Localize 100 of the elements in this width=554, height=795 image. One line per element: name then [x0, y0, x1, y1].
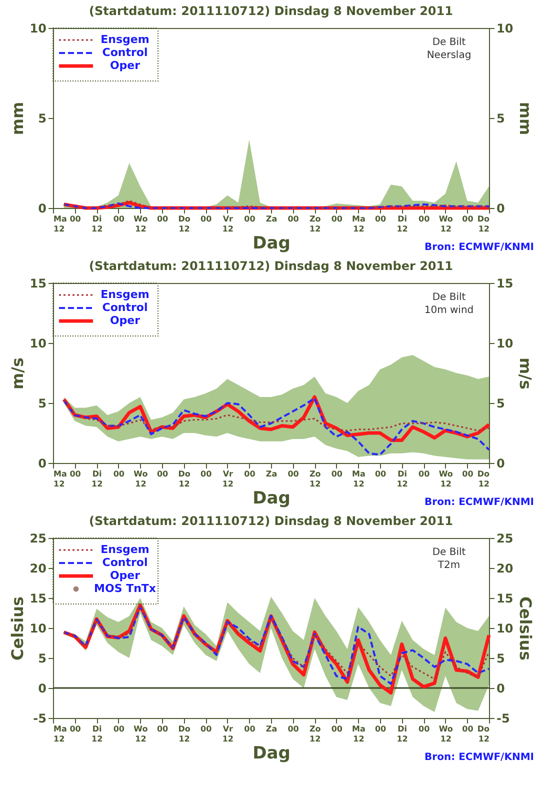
x-tick-label: 00: [374, 724, 386, 734]
x-tick-label: 00: [374, 214, 386, 224]
y2-axis-title: m/s: [516, 357, 536, 390]
annotation: De Bilt: [432, 37, 466, 48]
x-tick-label: 00: [462, 724, 474, 734]
x-tick-label: Za: [266, 724, 278, 734]
y2-axis-title: Celsius: [516, 596, 536, 660]
annotation: De Bilt: [432, 547, 466, 558]
y-axis-title: mm: [8, 102, 27, 136]
x-tick-label: Do 12: [477, 724, 490, 744]
x-tick-label: 00: [374, 470, 386, 478]
y-tick-label: 5: [38, 652, 46, 666]
legend-label: MOS TnTx: [94, 582, 156, 595]
chart-title: (Startdatum: 2011110712) Dinsdag 8 November 2011: [89, 514, 453, 528]
annotation: 10m wind: [424, 305, 474, 316]
x-tick-label: Di 12: [396, 214, 408, 234]
y-tick-label: -5: [33, 712, 46, 726]
y-tick-label: 5: [38, 112, 46, 126]
x-tick-label: Wo 12: [438, 214, 454, 234]
y-axis-title: m/s: [8, 357, 27, 390]
x-axis-title: Dag: [252, 744, 290, 764]
text: Bron: ECMWF/KNMI: [424, 497, 534, 508]
y2-tick-label: 15: [496, 276, 514, 290]
legend-label: Ensgem: [100, 288, 150, 301]
x-tick-label: 00: [331, 724, 343, 734]
x-tick-label: 00: [200, 724, 212, 734]
x-tick-label: 00: [244, 214, 256, 224]
x-tick-label: Zo 12: [309, 724, 322, 744]
x-axis-title: Dag: [252, 234, 290, 254]
y2-tick-label: 0: [496, 682, 505, 696]
y-tick-label: 0: [38, 682, 46, 696]
legend-label: Oper: [110, 59, 141, 72]
x-tick-label: 00: [113, 214, 125, 224]
x-tick-label: 00: [244, 724, 256, 734]
x-tick-label: Zo 12: [309, 214, 322, 234]
y-tick-label: 10: [30, 22, 46, 36]
y-tick-label: 5: [38, 396, 46, 410]
x-tick-label: Wo 12: [438, 470, 454, 488]
x-tick-label: Ma 12: [352, 214, 366, 234]
x-tick-label: 00: [156, 214, 168, 224]
legend-label: Oper: [110, 569, 141, 582]
line-series: [63, 400, 490, 432]
legend-label: Control: [102, 556, 148, 569]
x-tick-label: 00: [70, 214, 82, 224]
y2-tick-label: 0: [496, 202, 505, 216]
x-tick-label: Ma 12: [54, 214, 67, 234]
legend-label: Control: [102, 301, 148, 314]
x-tick-label: Do 12: [477, 214, 490, 234]
y-tick-label: 15: [30, 592, 46, 606]
x-tick-label: 00: [200, 214, 212, 224]
x-tick-label: 00: [70, 724, 82, 734]
y2-tick-label: 5: [496, 112, 505, 126]
x-tick-label: 00: [288, 214, 300, 224]
x-tick-label: Wo 12: [134, 214, 148, 234]
x-tick-label: 00: [113, 470, 125, 478]
y-tick-label: 10: [30, 336, 46, 350]
text: Bron: ECMWF/KNMI: [424, 752, 534, 763]
x-tick-label: Wo 12: [134, 470, 148, 488]
annotation: De Bilt: [432, 292, 466, 303]
y2-tick-label: 10: [496, 336, 514, 350]
x-tick-label: Ma 12: [54, 724, 67, 744]
y-tick-label: 0: [38, 456, 46, 470]
x-tick-label: 00: [331, 470, 343, 478]
x-tick-label: Za: [266, 214, 278, 224]
y-axis-title: Celsius: [8, 596, 27, 660]
y2-tick-label: 5: [496, 396, 505, 410]
y2-tick-label: 0: [496, 456, 505, 470]
x-tick-label: Zo 12: [309, 470, 322, 488]
x-tick-label: 00: [156, 724, 168, 734]
x-tick-label: Di 12: [92, 724, 103, 744]
x-tick-label: Di 12: [396, 724, 408, 744]
line-series: [62, 397, 490, 456]
legend-label: Oper: [110, 314, 141, 327]
x-tick-label: Vr 12: [222, 214, 234, 234]
x-tick-label: 00: [418, 470, 430, 478]
x-axis-title: Dag: [252, 488, 290, 508]
x-tick-label: Ma 12: [352, 470, 366, 488]
y-tick-label: 10: [30, 622, 46, 636]
x-tick-label: 00: [113, 724, 125, 734]
x-tick-label: Do 12: [178, 214, 191, 234]
y2-tick-label: 10: [496, 622, 514, 636]
x-tick-label: 00: [462, 470, 474, 478]
x-tick-label: 00: [331, 214, 343, 224]
x-tick-label: Ma 12: [352, 724, 366, 744]
y2-tick-label: -5: [496, 712, 510, 726]
y2-axis-title: mm: [516, 102, 536, 136]
legend-label: Ensgem: [100, 543, 150, 556]
y2-tick-label: 10: [496, 22, 514, 36]
x-tick-label: 00: [418, 724, 430, 734]
y-tick-label: 15: [30, 276, 46, 290]
x-tick-label: Di 12: [92, 214, 103, 234]
y2-tick-label: 15: [496, 592, 514, 606]
y-tick-label: 25: [30, 532, 46, 546]
x-tick-label: 00: [244, 470, 256, 478]
x-tick-label: 00: [418, 214, 430, 224]
y-tick-label: 20: [30, 562, 46, 576]
y2-tick-label: 20: [496, 562, 514, 576]
x-tick-label: Za: [266, 470, 278, 478]
x-tick-label: 00: [288, 724, 300, 734]
chart-title: (Startdatum: 2011110712) Dinsdag 8 November 2011: [89, 259, 453, 273]
